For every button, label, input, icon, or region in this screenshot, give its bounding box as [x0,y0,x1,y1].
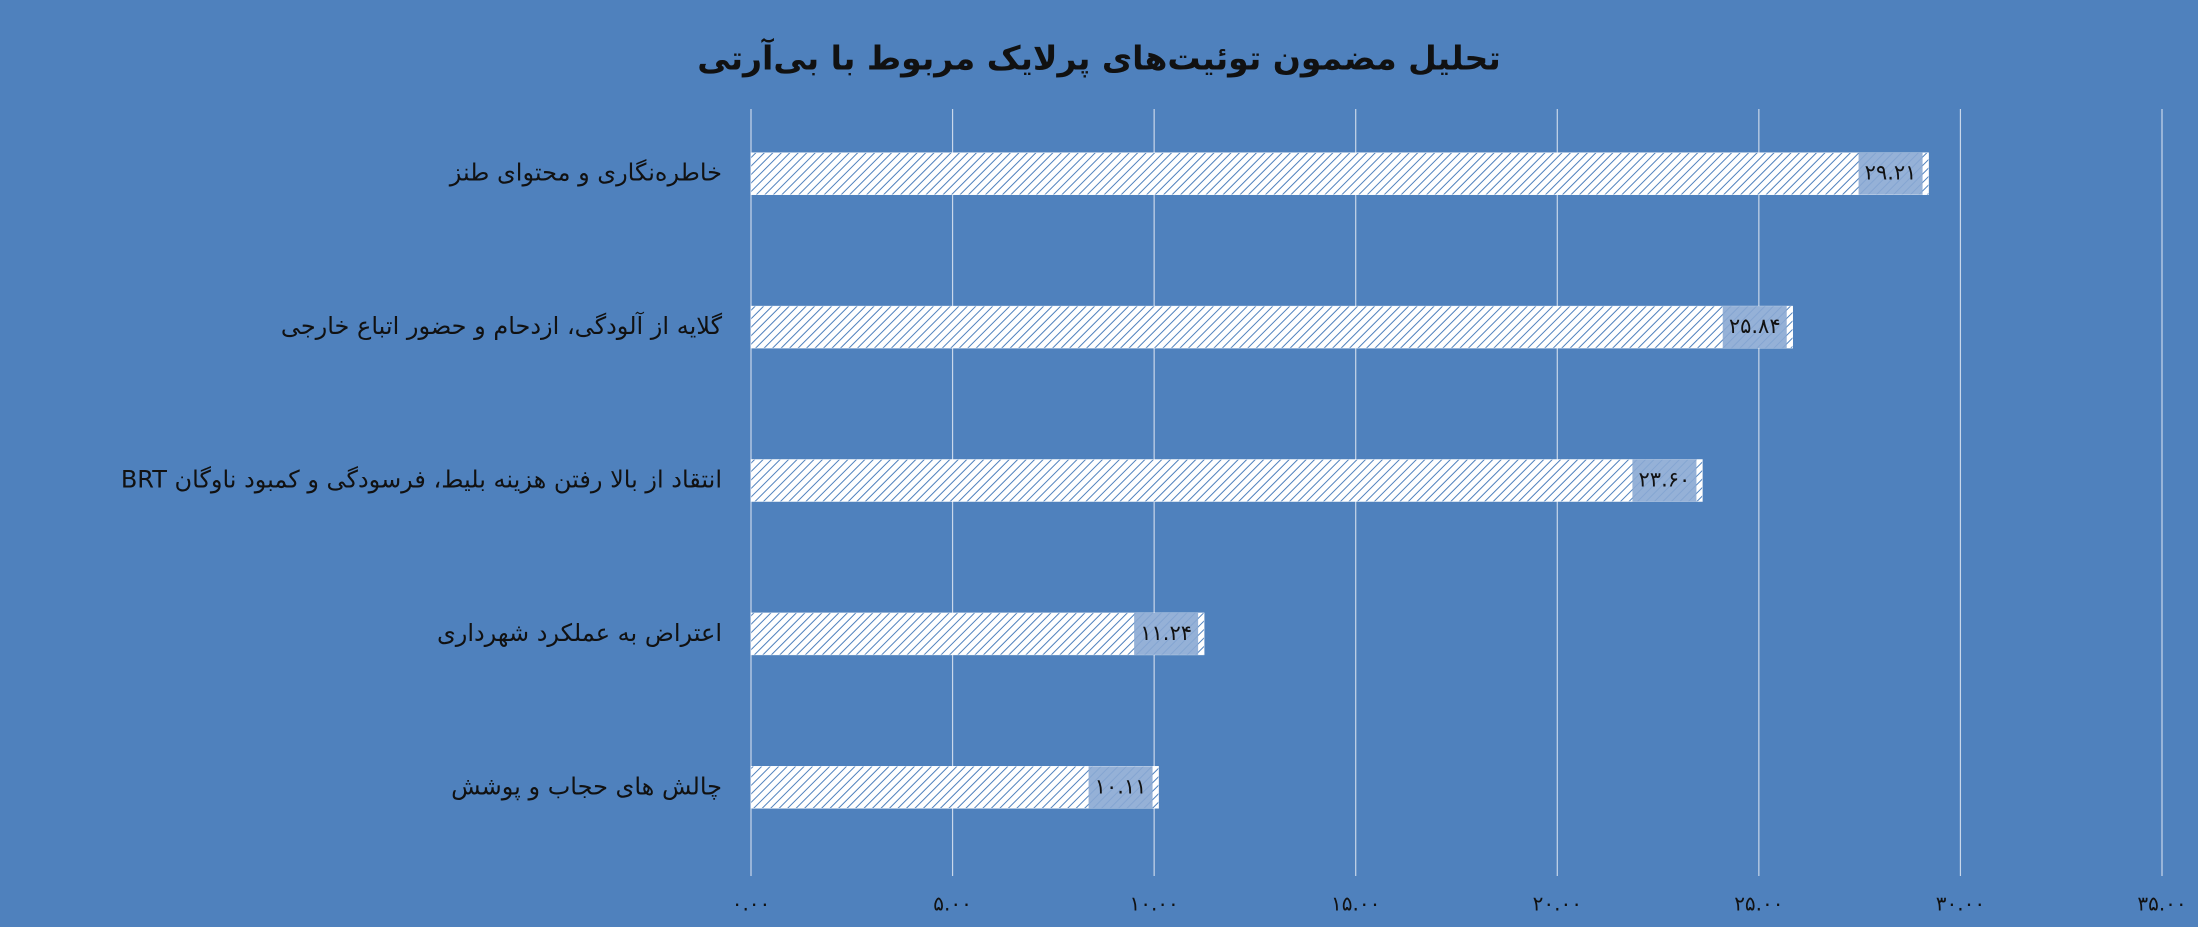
data-label: ۱۰.۱۱ [1095,774,1147,798]
x-tick-label: ۲۵.۰۰ [1734,892,1783,916]
x-tick-label: ۳۰.۰۰ [1936,892,1985,916]
x-tick-label: ۱۵.۰۰ [1331,892,1380,916]
chart-title: تحلیل مضمون توئیت‌های پرلایک مربوط با بی… [697,38,1500,79]
data-label-box [1134,612,1199,655]
x-tick-label: ۳۵.۰۰ [2137,892,2186,916]
data-label: ۲۹.۲۱ [1865,161,1917,185]
category-label: خاطره‌نگاری و محتوای طنز [449,159,722,187]
data-label: ۲۵.۸۴ [1729,314,1781,338]
x-tick-label: ۱۰.۰۰ [1129,892,1178,916]
data-label-box [1722,306,1787,349]
data-label-box [1632,459,1697,502]
category-label: اعتراض به عملکرد شهرداری [437,619,722,647]
data-label-box [1858,152,1923,195]
x-tick-label: ۲۰.۰۰ [1533,892,1582,916]
category-label: چالش های حجاب و پوشش [451,772,722,800]
bar [750,459,1703,502]
data-label: ۱۱.۲۴ [1140,621,1192,645]
data-label: ۲۳.۶۰ [1639,468,1691,492]
bar [750,152,1929,195]
category-label: گلایه از آلودگی، ازدحام و حضور اتباع خار… [281,311,723,340]
bar [750,612,1205,656]
x-tick-label: ۰.۰۰ [732,892,771,916]
bar [750,305,1793,349]
data-label-box [1088,766,1153,809]
x-tick-label: ۵.۰۰ [933,892,972,916]
category-label: انتقاد از بالا رفتن هزینه بلیط، فرسودگی … [121,466,722,494]
